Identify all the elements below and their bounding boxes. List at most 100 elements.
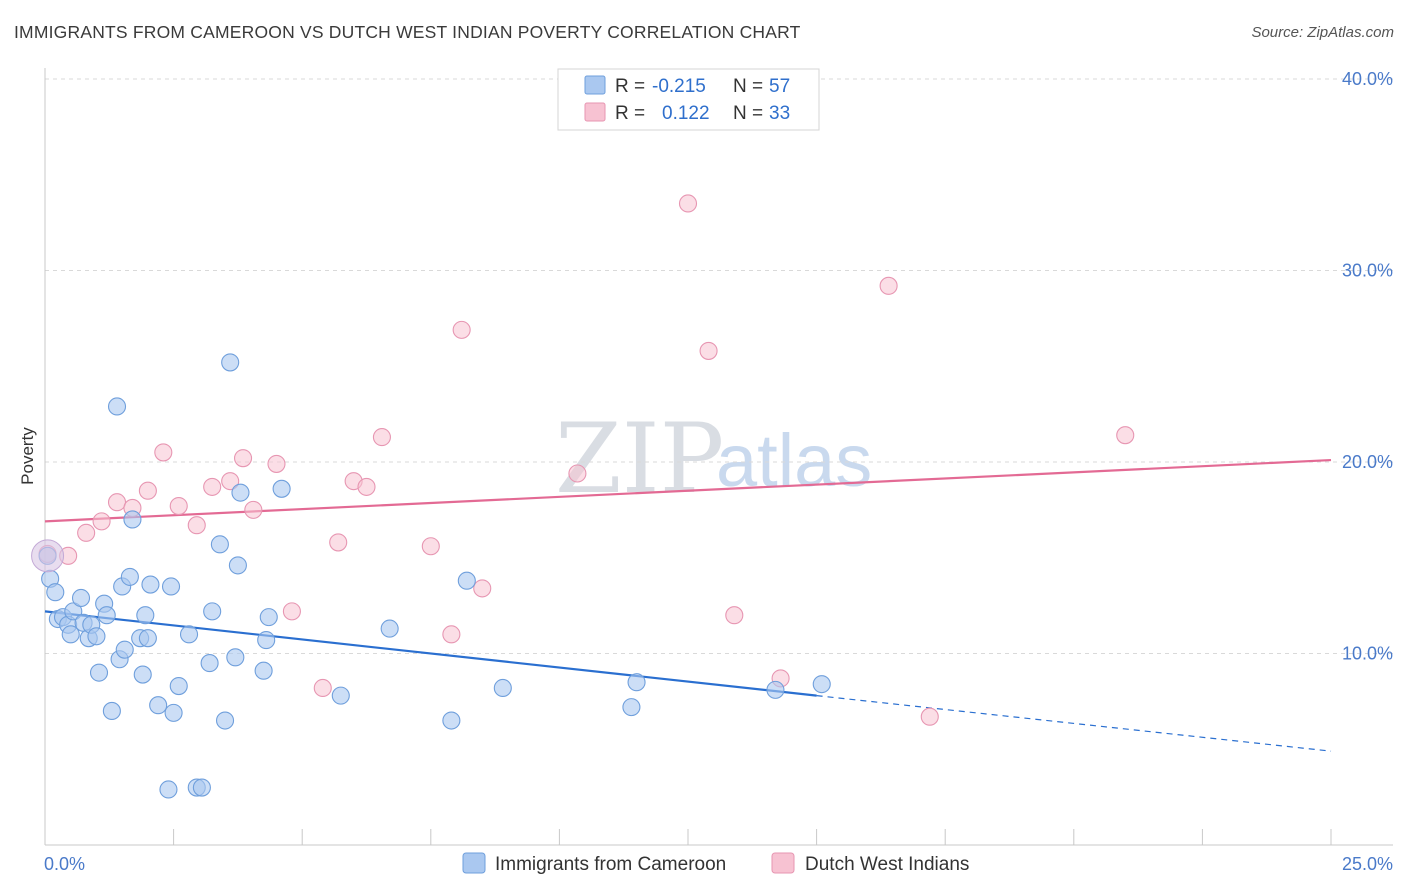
- point-dutch-west-indians: [187, 516, 206, 535]
- point-cameroon: [159, 780, 178, 799]
- point-cameroon: [200, 654, 219, 673]
- point-dutch-west-indians: [442, 625, 461, 644]
- point-dutch-west-indians: [920, 707, 939, 726]
- point-cameroon: [766, 680, 785, 699]
- trendline-cameroon: [44, 610, 817, 697]
- point-dutch-west-indians: [329, 533, 348, 552]
- point-dutch-west-indians: [372, 428, 391, 447]
- point-dutch-west-indians: [138, 481, 157, 500]
- point-dutch-west-indians: [1116, 426, 1135, 445]
- point-cameroon: [493, 678, 512, 698]
- point-cameroon: [161, 577, 181, 596]
- point-cameroon: [812, 675, 831, 694]
- y-tick-label: 10.0%: [1342, 644, 1393, 664]
- watermark-atlas: atlas: [716, 419, 872, 502]
- point-cameroon: [210, 535, 229, 554]
- point-dutch-west-indians: [107, 493, 127, 512]
- point-cameroon: [149, 696, 168, 715]
- legend-n-label-1: N =: [733, 76, 763, 97]
- point-dutch-west-indians: [357, 477, 376, 496]
- point-cameroon: [457, 571, 476, 590]
- y-tick-label: 20.0%: [1342, 452, 1393, 472]
- point-cameroon: [71, 588, 91, 608]
- point-cameroon: [215, 711, 235, 730]
- point-dutch-west-indians: [452, 320, 471, 339]
- legend-n-value-1: 57: [769, 76, 790, 97]
- point-cameroon: [226, 648, 245, 667]
- point-cameroon: [622, 698, 641, 717]
- point-cameroon: [231, 483, 250, 502]
- point-dutch-west-indians: [267, 454, 286, 473]
- y-tick-label: 30.0%: [1342, 261, 1393, 281]
- point-cameroon: [203, 602, 222, 621]
- point-dutch-west-indians: [282, 602, 301, 621]
- trendline-cameroon-projection: [816, 695, 1332, 752]
- point-cameroon: [123, 510, 142, 529]
- point-cameroon: [272, 479, 291, 498]
- point-cameroon: [169, 677, 188, 696]
- point-dutch-west-indians: [92, 512, 111, 531]
- point-cameroon: [442, 711, 461, 730]
- point-dutch-west-indians: [725, 606, 744, 625]
- point-cameroon: [259, 608, 278, 627]
- point-cameroon: [64, 602, 83, 621]
- point-cameroon: [107, 397, 127, 416]
- point-cameroon: [133, 665, 152, 684]
- x-tick-label-max: 25.0%: [1342, 854, 1393, 874]
- point-cameroon: [89, 663, 109, 682]
- bottom-legend-label-cameroon: Immigrants from Cameroon: [495, 854, 726, 875]
- point-dutch-west-indians: [233, 449, 253, 468]
- point-cameroon: [228, 556, 247, 575]
- point-cameroon: [61, 625, 80, 644]
- legend-r-value-1: -0.215: [652, 76, 706, 97]
- legend-n-label-2: N =: [733, 103, 763, 124]
- point-cameroon: [46, 583, 65, 602]
- point-dutch-west-indians: [203, 477, 222, 496]
- point-dutch-west-indians: [473, 579, 492, 598]
- point-dutch-west-indians: [244, 500, 263, 519]
- points-layer: [31, 194, 1135, 799]
- point-dutch-west-indians: [313, 678, 332, 698]
- point-dutch-west-indians: [568, 464, 587, 483]
- legend-r-label-1: R =: [615, 76, 645, 97]
- point-cluster-overlap: [31, 539, 65, 573]
- point-cameroon: [164, 703, 183, 722]
- point-cameroon: [138, 629, 157, 648]
- series-legend: Immigrants from Cameroon Dutch West Indi…: [462, 852, 969, 875]
- point-cameroon: [257, 631, 276, 650]
- legend-swatch-dutch-west-indians: [584, 102, 606, 122]
- watermark: ZIP atlas: [555, 403, 872, 515]
- grid-layer: [45, 78, 1393, 654]
- point-cameroon: [221, 353, 240, 372]
- bottom-legend-swatch-cameroon: [462, 852, 486, 874]
- correlation-legend: R = -0.215 N = 57 R = 0.122 N = 33: [557, 68, 820, 131]
- point-cameroon: [97, 606, 116, 625]
- point-dutch-west-indians: [169, 496, 188, 516]
- y-tick-label: 40.0%: [1342, 69, 1393, 89]
- point-cameroon: [120, 567, 139, 586]
- point-cameroon: [141, 575, 160, 594]
- point-cameroon: [115, 640, 134, 659]
- x-tick-label-min: 0.0%: [44, 854, 85, 874]
- legend-swatch-cameroon: [584, 75, 606, 95]
- point-cameroon: [136, 606, 155, 625]
- point-dutch-west-indians: [879, 276, 898, 295]
- legend-r-label-2: R =: [615, 103, 645, 124]
- point-cameroon: [627, 673, 646, 692]
- point-cameroon: [102, 701, 121, 721]
- point-dutch-west-indians: [154, 443, 173, 462]
- point-cameroon: [254, 661, 273, 680]
- point-dutch-west-indians: [77, 523, 96, 542]
- point-dutch-west-indians: [699, 341, 718, 360]
- point-cameroon: [331, 686, 350, 705]
- source-label: Source: ZipAtlas.com: [1251, 24, 1394, 41]
- point-cameroon: [87, 627, 106, 646]
- point-dutch-west-indians: [221, 472, 240, 491]
- point-dutch-west-indians: [678, 194, 698, 213]
- point-dutch-west-indians: [421, 537, 440, 556]
- legend-r-value-2: 0.122: [662, 103, 710, 124]
- point-cameroon: [179, 625, 199, 644]
- y-axis-title: Poverty: [18, 427, 37, 485]
- axis-layer: 10.0% 20.0% 30.0% 40.0%: [44, 68, 1393, 846]
